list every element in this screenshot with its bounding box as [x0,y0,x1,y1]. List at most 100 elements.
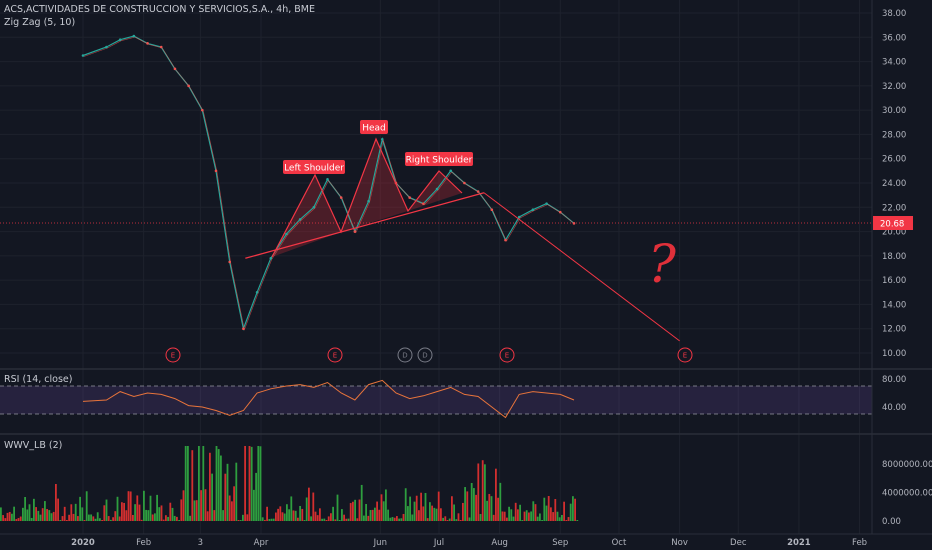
volume-bar [310,516,312,521]
volume-bar [149,495,152,521]
volume-bar [336,494,339,521]
volume-bar [481,460,484,521]
volume-bar [521,520,524,521]
dividend-event-marker[interactable] [397,347,413,363]
head-fill [341,139,408,232]
volume-bar [343,514,345,521]
price-point [558,210,562,214]
volume-bar [547,496,550,521]
volume-bar [545,505,548,521]
volume-bar [488,493,491,521]
volume-bar [349,503,352,521]
volume-bar [572,496,574,521]
volume-bar [167,516,169,521]
volume-bar [211,473,213,521]
volume-bar [176,516,178,521]
volume-bar [105,499,108,521]
volume-bar [154,513,156,521]
time-axis-label: Apr [254,538,269,548]
volume-bar [567,517,570,521]
earnings-event-marker[interactable] [499,347,515,363]
left-shoulder-label: Left Shoulder [284,164,344,174]
volume-bar [556,511,559,521]
volume-bar [129,491,132,521]
time-axis[interactable]: 2020 Feb 3 Apr Jun Jul Aug Sep Oct Nov Dec 2021 Feb [71,538,867,548]
volume-bar [2,515,4,521]
volume-bar [39,514,42,521]
volume-bar [418,510,420,521]
volume-bar [94,518,97,521]
price-point [105,45,108,49]
volume-bar [180,499,183,521]
volume-bar [257,446,260,521]
dividend-event-marker[interactable] [417,347,433,363]
volume-bar [264,519,266,521]
price-axis-label: 10.00 [882,349,906,359]
volume-bar [437,491,440,521]
volume-bar [237,520,240,521]
volume-bar [30,517,33,521]
price-point [517,215,521,219]
price-point [214,169,218,173]
volume-bar [396,516,398,521]
volume-bar [121,502,123,521]
rsi-axis-label: 40.00 [882,403,906,413]
volume-bar [233,486,235,521]
event-letter: D [402,352,407,360]
volume-bar [37,510,40,521]
volume-bar [352,501,354,521]
volume-bar [534,504,537,521]
volume-axis: 8000000.00 4000000.00 0.00 [882,460,932,527]
volume-bar [316,515,319,521]
breakdown-projection-line [483,192,680,342]
volume-bar [13,506,15,521]
volume-bar [215,446,218,521]
price-point [255,290,259,294]
volume-bar [165,515,167,521]
price-axis-label: 12.00 [882,325,906,335]
volume-bar [503,511,506,521]
volume-bar [275,512,277,521]
neckline [245,192,485,259]
volume-bar [486,500,488,521]
rsi-series [82,379,575,419]
volume-bar [52,511,55,521]
volume-bar [283,513,286,521]
volume-bar [415,495,418,521]
price-point [146,42,149,45]
price-point [118,38,122,42]
volume-axis-label: 4000000.00 [882,489,932,499]
price-axis-label: 36.00 [882,33,906,43]
volume-bar [226,463,229,521]
volume-bar [184,446,187,521]
volume-bar [369,510,372,521]
price-point [476,190,480,193]
volume-bar [147,510,150,521]
price-axis[interactable]: 38.00 36.00 34.00 32.00 30.00 28.00 26.00 24.00… [882,9,906,359]
volume-bar [169,502,172,521]
earnings-event-marker[interactable] [327,347,343,363]
volume-bar [440,508,442,521]
volume-bar [63,506,66,521]
time-axis-label: Nov [671,538,688,548]
earnings-event-marker[interactable] [677,347,693,363]
volume-bar [420,492,422,521]
volume-bar [453,504,455,521]
price-point [408,196,411,199]
volume-bar [66,520,68,521]
earnings-event-marker[interactable] [165,347,181,363]
volume-bar [299,505,301,521]
volume-title: WWV_LB (2) [4,440,63,451]
volume-bar [50,513,53,521]
volume-bar [90,514,92,521]
volume-bar [116,496,119,521]
volume-bar [277,508,279,521]
volume-bar [107,516,110,521]
rsi-title: RSI (14, close) [4,374,73,385]
price-axis-label: 18.00 [882,252,906,262]
grid-lines [0,0,872,534]
volume-bar [101,520,103,521]
volume-bar [77,516,79,521]
